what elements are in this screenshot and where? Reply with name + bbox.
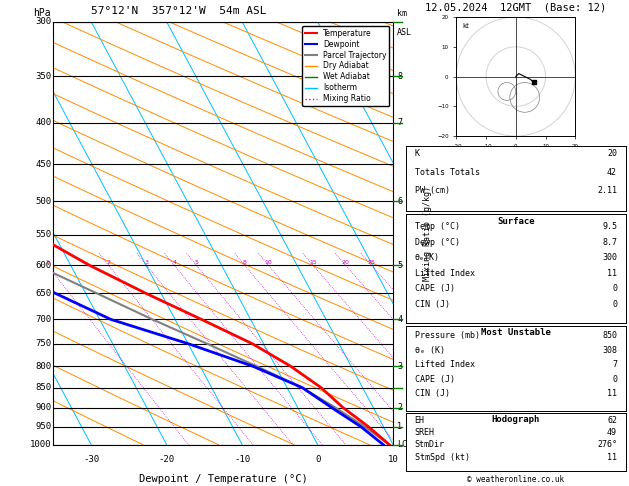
Text: 1: 1 (46, 260, 50, 265)
Text: -20: -20 (159, 455, 175, 464)
Text: 700: 700 (36, 315, 52, 324)
Text: Temp (°C): Temp (°C) (415, 223, 460, 231)
Text: 6: 6 (397, 197, 402, 206)
Text: 11: 11 (607, 453, 617, 462)
Text: CIN (J): CIN (J) (415, 300, 450, 309)
Text: LCL: LCL (397, 440, 412, 449)
Text: PW (cm): PW (cm) (415, 186, 450, 195)
Text: CIN (J): CIN (J) (415, 389, 450, 398)
Text: © weatheronline.co.uk: © weatheronline.co.uk (467, 474, 564, 484)
Text: 800: 800 (36, 362, 52, 371)
Text: θₑ (K): θₑ (K) (415, 346, 445, 355)
Text: 300: 300 (36, 17, 52, 26)
Text: Dewp (°C): Dewp (°C) (415, 238, 460, 247)
Text: 12.05.2024  12GMT  (Base: 12): 12.05.2024 12GMT (Base: 12) (425, 2, 606, 13)
Text: ASL: ASL (396, 28, 411, 37)
Text: Hodograph: Hodograph (492, 415, 540, 424)
Text: 2.11: 2.11 (597, 186, 617, 195)
Text: -10: -10 (234, 455, 250, 464)
Text: 750: 750 (36, 339, 52, 348)
Text: 30: 30 (538, 455, 550, 464)
Text: 40: 40 (614, 455, 625, 464)
Text: 900: 900 (36, 403, 52, 412)
Text: 57°12'N  357°12'W  54m ASL: 57°12'N 357°12'W 54m ASL (91, 5, 267, 16)
Text: 10: 10 (265, 260, 272, 265)
Text: 300: 300 (602, 253, 617, 262)
Text: 7: 7 (397, 119, 402, 127)
Text: 600: 600 (36, 261, 52, 270)
Text: 1000: 1000 (30, 440, 52, 449)
Text: 308: 308 (602, 346, 617, 355)
Text: Pressure (mb): Pressure (mb) (415, 331, 479, 340)
Text: StmSpd (kt): StmSpd (kt) (415, 453, 469, 462)
Text: 850: 850 (36, 383, 52, 392)
Text: K: K (415, 149, 420, 158)
Text: 20: 20 (463, 455, 474, 464)
Text: Lifted Index: Lifted Index (415, 360, 474, 369)
Text: SREH: SREH (415, 428, 435, 437)
Text: 25: 25 (367, 260, 376, 265)
Text: -30: -30 (83, 455, 99, 464)
Text: 42: 42 (607, 168, 617, 177)
Text: 4: 4 (172, 260, 176, 265)
Text: 400: 400 (36, 119, 52, 127)
Text: 0: 0 (315, 455, 320, 464)
Text: Surface: Surface (497, 217, 535, 226)
Text: 2: 2 (397, 403, 402, 412)
Text: 5: 5 (194, 260, 198, 265)
Text: 350: 350 (36, 71, 52, 81)
Text: 450: 450 (36, 160, 52, 169)
Text: 2: 2 (107, 260, 111, 265)
Text: 10: 10 (387, 455, 399, 464)
Text: StmDir: StmDir (415, 440, 445, 450)
Text: 3: 3 (145, 260, 148, 265)
Text: kt: kt (462, 23, 469, 29)
Text: Lifted Index: Lifted Index (415, 269, 474, 278)
Text: 49: 49 (607, 428, 617, 437)
Text: 0: 0 (612, 284, 617, 294)
Text: 550: 550 (36, 230, 52, 239)
Text: 20: 20 (342, 260, 350, 265)
Text: 850: 850 (602, 331, 617, 340)
Text: 276°: 276° (597, 440, 617, 450)
Text: 0: 0 (612, 300, 617, 309)
Text: 1: 1 (397, 422, 402, 431)
Text: Totals Totals: Totals Totals (415, 168, 479, 177)
Text: 15: 15 (309, 260, 317, 265)
Text: 8: 8 (397, 71, 402, 81)
Text: 4: 4 (397, 315, 402, 324)
Text: 500: 500 (36, 197, 52, 206)
Text: km: km (396, 9, 406, 17)
Text: Dewpoint / Temperature (°C): Dewpoint / Temperature (°C) (139, 474, 308, 484)
Text: 5: 5 (397, 261, 402, 270)
Text: 11: 11 (607, 389, 617, 398)
Text: 62: 62 (607, 416, 617, 425)
Text: 8.7: 8.7 (602, 238, 617, 247)
Text: CAPE (J): CAPE (J) (415, 375, 455, 384)
Text: hPa: hPa (33, 8, 50, 17)
Text: 20: 20 (607, 149, 617, 158)
Text: Most Unstable: Most Unstable (481, 328, 551, 337)
Text: θₑ(K): θₑ(K) (415, 253, 440, 262)
Text: 9.5: 9.5 (602, 223, 617, 231)
Text: 7: 7 (612, 360, 617, 369)
Text: 11: 11 (607, 269, 617, 278)
Text: 0: 0 (612, 375, 617, 384)
Text: CAPE (J): CAPE (J) (415, 284, 455, 294)
Text: 950: 950 (36, 422, 52, 431)
Text: Mixing Ratio (g/kg): Mixing Ratio (g/kg) (423, 186, 432, 281)
Text: 650: 650 (36, 289, 52, 298)
Text: 8: 8 (243, 260, 247, 265)
Text: 3: 3 (397, 362, 402, 371)
Text: EH: EH (415, 416, 425, 425)
Legend: Temperature, Dewpoint, Parcel Trajectory, Dry Adiabat, Wet Adiabat, Isotherm, Mi: Temperature, Dewpoint, Parcel Trajectory… (302, 26, 389, 106)
